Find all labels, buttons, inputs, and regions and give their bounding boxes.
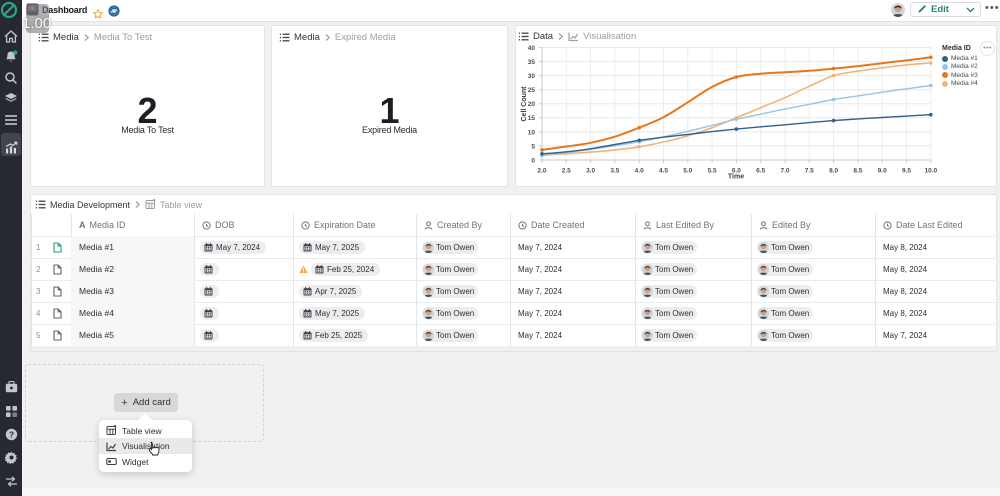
svg-text:7.0: 7.0 bbox=[780, 168, 789, 175]
svg-text:10.0: 10.0 bbox=[924, 168, 937, 175]
svg-text:40: 40 bbox=[528, 45, 536, 52]
svg-text:4.0: 4.0 bbox=[635, 168, 644, 175]
svg-text:5.5: 5.5 bbox=[708, 168, 717, 175]
svg-text:4.5: 4.5 bbox=[659, 168, 668, 175]
svg-text:20: 20 bbox=[528, 101, 536, 108]
svg-text:30: 30 bbox=[528, 73, 536, 80]
svg-text:8.5: 8.5 bbox=[853, 168, 862, 175]
svg-text:Cell Count: Cell Count bbox=[521, 86, 528, 122]
svg-text:7.5: 7.5 bbox=[805, 168, 814, 175]
svg-text:9.0: 9.0 bbox=[878, 168, 887, 175]
svg-text:25: 25 bbox=[528, 87, 536, 94]
svg-text:3.5: 3.5 bbox=[610, 168, 619, 175]
svg-text:2.0: 2.0 bbox=[537, 168, 546, 175]
svg-text:2.5: 2.5 bbox=[562, 168, 571, 175]
svg-text:0: 0 bbox=[531, 157, 535, 164]
svg-text:3.0: 3.0 bbox=[586, 168, 595, 175]
svg-text:15: 15 bbox=[528, 115, 536, 122]
svg-text:10: 10 bbox=[528, 129, 536, 136]
svg-text:6.5: 6.5 bbox=[756, 168, 765, 175]
svg-text:Time: Time bbox=[728, 174, 744, 181]
svg-text:35: 35 bbox=[528, 59, 536, 66]
svg-text:8.0: 8.0 bbox=[829, 168, 838, 175]
svg-text:6.0: 6.0 bbox=[732, 168, 741, 175]
svg-text:?: ? bbox=[8, 430, 13, 439]
svg-text:5.0: 5.0 bbox=[683, 168, 692, 175]
svg-text:9.5: 9.5 bbox=[902, 168, 911, 175]
svg-text:5: 5 bbox=[531, 143, 535, 150]
